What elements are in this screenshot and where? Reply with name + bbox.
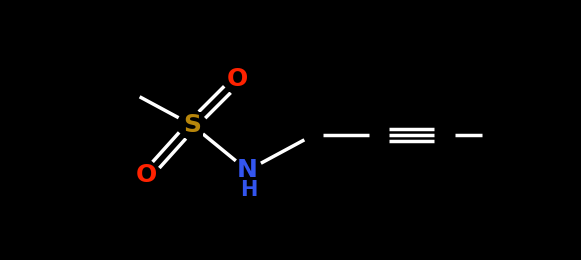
Bar xyxy=(181,112,203,138)
Text: N: N xyxy=(237,158,258,183)
Text: S: S xyxy=(183,113,201,137)
Text: O: O xyxy=(227,68,248,92)
Bar xyxy=(136,163,157,188)
Bar xyxy=(227,67,248,92)
Text: O: O xyxy=(136,164,157,187)
Text: H: H xyxy=(240,180,257,200)
Bar xyxy=(237,158,258,183)
